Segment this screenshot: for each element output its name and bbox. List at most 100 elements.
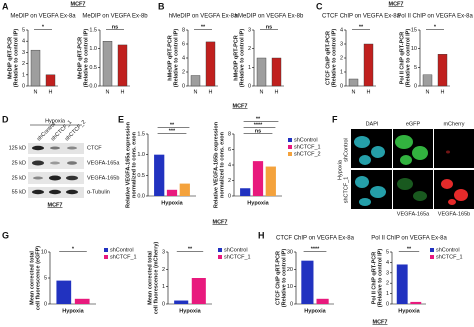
y-axis-label: (Relative to control IP) — [281, 249, 287, 308]
channel-label: DAPI — [366, 121, 379, 127]
y-axis-label: (Relative to control IP) — [239, 29, 245, 88]
bar — [30, 49, 41, 87]
x-tick-label: H — [121, 89, 125, 95]
panel-letter: H — [258, 230, 265, 240]
y-tick-label: 5 — [44, 275, 47, 281]
panel-letter: A — [2, 1, 9, 11]
bar — [240, 188, 251, 196]
bar — [56, 280, 72, 304]
legend-swatch — [430, 248, 434, 252]
y-tick-label: 0 — [386, 301, 389, 307]
kd-label: 25 kD — [12, 175, 26, 181]
y-axis-label: (Relative to control IP) — [13, 29, 19, 88]
y-axis-label: Relative VEGFA-165a expression — [125, 121, 131, 208]
x-tick-label: H — [441, 89, 445, 95]
bar — [396, 264, 408, 304]
significance-label: * — [42, 24, 45, 30]
y-tick-label: 0 — [228, 193, 231, 199]
y-tick-label: 0 — [162, 301, 165, 307]
y-tick-label: 1 — [386, 291, 389, 297]
y-tick-label: 2 — [22, 61, 25, 67]
cell-line: MCF7 — [48, 202, 63, 208]
significance-label: **** — [311, 246, 320, 252]
x-tick-label: H — [367, 89, 371, 95]
significance-label: ns — [112, 24, 118, 30]
protein-label: α-Tubulin — [87, 189, 110, 195]
y-tick-label: 1.5 — [89, 27, 97, 33]
y-tick-label: 4 — [182, 55, 185, 61]
legend-swatch — [288, 145, 292, 149]
y-axis-label: (Relative to control IP) — [83, 29, 89, 88]
y-tick-label: 5 — [414, 65, 417, 71]
y-tick-label: 4 — [340, 27, 343, 33]
y-axis-label: (Relative to control IP) — [173, 29, 179, 88]
protein-label: VEGFA-165a — [87, 160, 120, 166]
significance-label: ** — [256, 116, 261, 122]
legend-swatch — [430, 255, 434, 259]
y-tick-label: 2 — [340, 55, 343, 61]
y-tick-label: 5 — [386, 249, 389, 255]
y-tick-label: 3 — [386, 270, 389, 276]
y-axis-label: normalized to cons. exon — [219, 131, 225, 198]
bar — [252, 161, 264, 196]
y-tick-label: 20 — [287, 267, 293, 273]
legend-label: shCTCF_1 — [436, 254, 463, 260]
y-axis-label: (Relative to control IP) — [405, 29, 411, 88]
significance-label: ns — [266, 24, 272, 30]
x-axis-label: Hypoxia — [179, 308, 201, 314]
chart-title: MeDIP on VEGFA Ex-8a — [10, 14, 76, 20]
y-tick-label: 3 — [162, 249, 165, 255]
y-tick-label: 2 — [386, 281, 389, 287]
x-tick-label: N — [106, 89, 110, 95]
legend-label: shCTCF_1 — [110, 254, 137, 260]
legend-label: shControl — [294, 137, 318, 143]
bar — [191, 278, 206, 304]
y-tick-label: 0 — [414, 83, 417, 89]
significance-label: ** — [188, 246, 193, 252]
y-tick-label: 0 — [290, 301, 293, 307]
condition-label: Hypoxia — [337, 159, 343, 180]
y-tick-label: 1 — [340, 69, 343, 75]
y-tick-label: 0.0 — [137, 193, 145, 199]
x-axis-label: Hypoxia — [304, 308, 326, 314]
y-tick-label: 6 — [182, 41, 185, 47]
x-tick-label: H — [275, 89, 279, 95]
significance-label: * — [434, 24, 437, 30]
y-tick-label: 10 — [41, 249, 47, 255]
significance-label: **** — [254, 122, 263, 128]
y-axis-label: (Relative to control IP) — [331, 29, 337, 88]
panel-letter: D — [2, 114, 9, 124]
y-axis-label: MeDIP qRT-PCR — [77, 37, 83, 79]
y-tick-label: 0.5 — [137, 173, 145, 179]
bar — [271, 57, 282, 87]
x-axis-label: Hypoxia — [247, 200, 269, 206]
y-tick-label: 0.5 — [89, 65, 97, 71]
y-axis-label: CTCF ChIP qRT-PCR — [275, 251, 281, 305]
bar — [363, 43, 374, 87]
y-tick-label: 30 — [287, 249, 293, 255]
x-tick-label: N — [260, 89, 264, 95]
legend-label: shCTCF_1 — [224, 254, 251, 260]
y-tick-label: 0 — [248, 83, 251, 89]
significance-label: ** — [359, 24, 364, 30]
y-axis-label: Pol II ChIP qRT-PCR — [399, 32, 405, 84]
chart-title: hMeDIP on VEGFA Ex-8b — [235, 14, 304, 20]
y-tick-label: 1 — [22, 72, 25, 78]
significance-label: ** — [407, 246, 412, 252]
y-axis-label: Pol II ChIP qRT-PCR — [371, 252, 377, 304]
kd-label: 55 kD — [12, 189, 26, 195]
y-axis-label: cell fluorescence (mCherry) — [153, 242, 159, 315]
significance-label: * — [72, 246, 75, 252]
x-axis-label: Hypoxia — [161, 200, 183, 206]
panel-letter: B — [158, 1, 165, 11]
y-tick-label: 10 — [411, 46, 417, 52]
chart-title: Pol II ChIP on VEGFA Ex-8a — [397, 14, 473, 20]
legend-swatch — [218, 255, 222, 259]
y-tick-label: 8 — [182, 27, 185, 33]
bar — [154, 154, 165, 196]
y-tick-label: 5 — [22, 27, 25, 33]
x-tick-label: N — [34, 89, 38, 95]
x-axis-label: Hypoxia — [62, 308, 84, 314]
row-label: shControl — [343, 138, 349, 162]
bar — [166, 189, 178, 196]
